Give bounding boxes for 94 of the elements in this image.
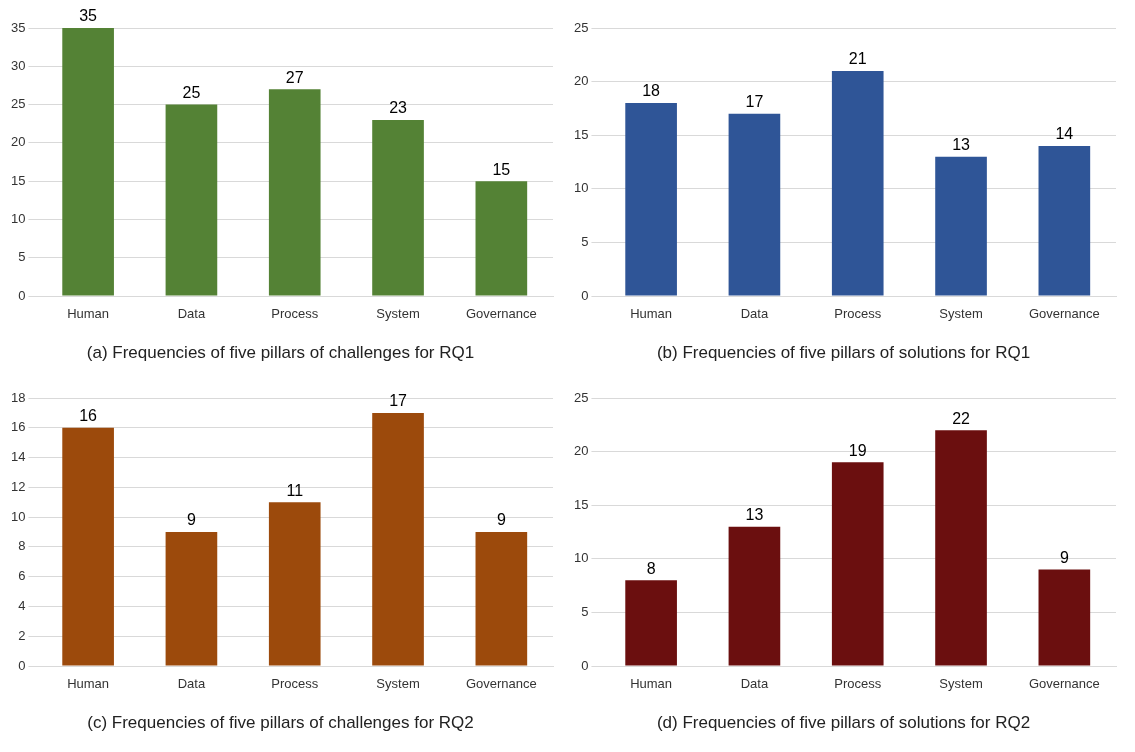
y-tick-label: 0 (18, 287, 26, 303)
y-tick-label: 5 (18, 249, 26, 265)
y-tick-label: 0 (581, 657, 589, 673)
bar (372, 119, 424, 296)
bar (1038, 569, 1091, 666)
bar (62, 427, 114, 666)
x-tick-label: Process (834, 306, 882, 322)
y-tick-label: 0 (581, 287, 589, 303)
data-label: 14 (1055, 125, 1074, 143)
x-tick-label: Governance (465, 676, 537, 692)
y-tick-label: 2 (18, 627, 26, 643)
data-label: 27 (285, 68, 304, 86)
bar (935, 430, 987, 666)
x-tick-label: Data (740, 676, 769, 692)
x-tick-label: Process (271, 676, 319, 692)
bar (831, 462, 884, 666)
y-tick-label: 20 (10, 134, 26, 150)
data-label: 9 (1059, 548, 1069, 566)
bar (165, 532, 218, 666)
bar (625, 103, 677, 296)
text: (a) Frequencies of five pillars of challenges for RQ1 (86, 343, 475, 363)
bar (728, 526, 781, 666)
y-tick-label: 5 (581, 603, 589, 619)
data-label: 25 (182, 83, 201, 101)
y-tick-label: 5 (581, 233, 589, 249)
data-label: 13 (745, 506, 764, 524)
bar (831, 70, 884, 296)
data-label: 9 (496, 511, 506, 529)
x-tick-label: Data (177, 306, 206, 322)
y-tick-label: 10 (10, 508, 26, 524)
y-tick-label: 15 (10, 172, 26, 188)
x-tick-label: Data (740, 306, 769, 322)
bar (475, 181, 528, 296)
x-tick-label: Data (177, 676, 206, 692)
x-tick-label: Process (271, 306, 319, 322)
x-tick-label: System (939, 676, 983, 692)
y-tick-label: 8 (18, 538, 26, 554)
data-label: 17 (745, 93, 764, 111)
bar (728, 113, 781, 296)
bar (268, 502, 321, 666)
y-tick-label: 16 (10, 419, 26, 435)
x-tick-label: Human (67, 306, 110, 322)
x-tick-label: System (376, 306, 420, 322)
data-label: 17 (389, 392, 408, 410)
bar (935, 156, 987, 296)
data-label: 9 (186, 511, 196, 529)
data-label: 8 (646, 559, 656, 577)
bar (62, 28, 114, 296)
y-tick-label: 25 (573, 19, 589, 35)
y-tick-label: 0 (18, 657, 26, 673)
bar (268, 89, 321, 296)
y-tick-label: 12 (10, 478, 26, 494)
data-label: 18 (642, 82, 661, 100)
y-tick-label: 4 (18, 598, 26, 614)
bar (1038, 145, 1091, 296)
y-tick-label: 15 (573, 496, 589, 512)
x-tick-label: Governance (1028, 676, 1100, 692)
text: (d) Frequencies of five pillars of solutions for RQ2 (656, 713, 1031, 733)
x-tick-label: Process (834, 676, 882, 692)
x-tick-label: Governance (1028, 306, 1100, 322)
data-label: 11 (286, 481, 304, 499)
data-label: 35 (79, 7, 98, 25)
data-label: 21 (848, 50, 867, 68)
y-tick-label: 15 (573, 126, 589, 142)
y-tick-label: 20 (573, 73, 589, 89)
text: (b) Frequencies of five pillars of solutions for RQ1 (656, 343, 1031, 363)
data-label: 22 (952, 409, 971, 427)
bar (165, 104, 218, 296)
x-tick-label: System (939, 306, 983, 322)
data-label: 19 (848, 441, 867, 459)
y-tick-label: 6 (18, 568, 26, 584)
y-tick-label: 30 (10, 57, 26, 73)
x-tick-label: Human (67, 676, 110, 692)
x-tick-label: Governance (465, 306, 537, 322)
bar (372, 412, 424, 666)
y-tick-label: 10 (573, 550, 589, 566)
y-tick-label: 18 (10, 389, 26, 405)
data-label: 13 (952, 136, 971, 154)
data-label: 15 (492, 160, 511, 178)
y-tick-label: 35 (10, 19, 26, 35)
y-tick-label: 10 (573, 180, 589, 196)
x-tick-label: Human (630, 306, 673, 322)
y-tick-label: 25 (573, 389, 589, 405)
x-tick-label: Human (630, 676, 673, 692)
bar (625, 580, 677, 666)
bar (475, 532, 528, 666)
data-label: 23 (389, 99, 408, 117)
data-label: 16 (79, 407, 98, 425)
y-tick-label: 20 (573, 443, 589, 459)
text: (c) Frequencies of five pillars of challenges for RQ2 (87, 713, 474, 733)
y-tick-label: 14 (10, 449, 26, 465)
y-tick-label: 10 (10, 211, 26, 227)
x-tick-label: System (376, 676, 420, 692)
y-tick-label: 25 (10, 96, 26, 112)
